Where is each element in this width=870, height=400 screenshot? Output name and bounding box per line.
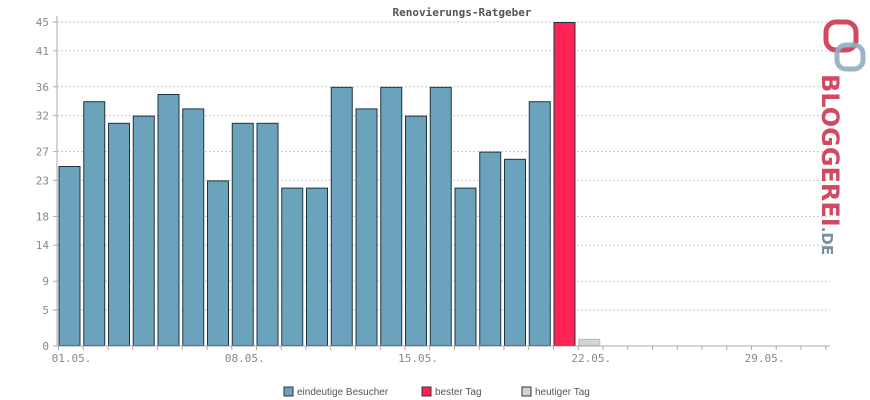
legend-label: eindeutige Besucher bbox=[297, 387, 389, 398]
bar-eindeutige-besucher-13.05. bbox=[355, 108, 378, 347]
bar-eindeutige-besucher-16.05. bbox=[429, 86, 452, 347]
y-tick-label: 41 bbox=[36, 45, 49, 58]
bar-eindeutige-besucher-06.05. bbox=[182, 108, 205, 347]
bar-eindeutige-besucher-08.05. bbox=[231, 122, 254, 346]
bar-eindeutige-besucher-09.05. bbox=[256, 122, 279, 346]
y-tick-label: 14 bbox=[36, 239, 50, 252]
bar-eindeutige-besucher-11.05. bbox=[306, 187, 328, 346]
legend-swatch bbox=[521, 386, 532, 397]
x-tick-label: 08.05. bbox=[225, 352, 265, 365]
logo-icon bbox=[823, 19, 866, 72]
chart-title: Renovierungs-Ratgeber bbox=[392, 6, 531, 19]
bar-eindeutige-besucher-17.05. bbox=[454, 187, 477, 346]
x-tick-label: 29.05. bbox=[745, 352, 785, 365]
y-tick-label: 5 bbox=[42, 304, 49, 317]
bar-eindeutige-besucher-20.05. bbox=[528, 101, 551, 346]
bloggerei-logo: BLOGGEREI.DE bbox=[816, 19, 866, 255]
y-tick-label: 45 bbox=[36, 16, 49, 29]
legend-swatch bbox=[283, 386, 294, 397]
y-tick-label: 18 bbox=[36, 210, 49, 223]
bar-bester-tag-21.05. bbox=[553, 22, 576, 346]
legend-label: heutiger Tag bbox=[535, 387, 590, 398]
bar-eindeutige-besucher-19.05. bbox=[504, 158, 526, 346]
y-tick-label: 0 bbox=[42, 340, 49, 353]
bar-eindeutige-besucher-07.05. bbox=[207, 180, 229, 346]
bar-eindeutige-besucher-04.05. bbox=[132, 115, 155, 346]
bar-eindeutige-besucher-02.05. bbox=[83, 101, 106, 346]
legend: eindeutige Besucher bester Tag heutiger Ta… bbox=[283, 386, 590, 398]
y-tick-label: 9 bbox=[42, 275, 49, 288]
bar-eindeutige-besucher-15.05. bbox=[405, 115, 427, 346]
y-tick-label: 36 bbox=[36, 81, 49, 94]
bar-eindeutige-besucher-03.05. bbox=[108, 122, 130, 346]
legend-label: bester Tag bbox=[435, 387, 482, 398]
bar-eindeutige-besucher-12.05. bbox=[330, 86, 353, 347]
bars bbox=[58, 22, 601, 347]
x-tick-label: 22.05. bbox=[571, 352, 611, 365]
bar-eindeutige-besucher-18.05. bbox=[479, 151, 502, 346]
y-tick-label: 32 bbox=[36, 110, 49, 123]
bar-eindeutige-besucher-14.05. bbox=[380, 86, 403, 347]
logo-text: BLOGGEREI.DE bbox=[816, 74, 844, 255]
bar-heutiger-tag-22.05. bbox=[578, 338, 601, 346]
bar-eindeutige-besucher-10.05. bbox=[281, 187, 304, 346]
bar-eindeutige-besucher-01.05. bbox=[58, 166, 81, 346]
y-tick-label: 27 bbox=[36, 146, 49, 159]
legend-swatch bbox=[421, 386, 432, 397]
bar-eindeutige-besucher-05.05. bbox=[157, 94, 180, 346]
axes: 01.05. 08.05. 15.05. 22.05. 29.05. bbox=[52, 16, 830, 365]
x-tick-label: 01.05. bbox=[52, 352, 92, 365]
x-tick-label: 15.05. bbox=[398, 352, 438, 365]
y-tick-label: 23 bbox=[36, 174, 49, 187]
